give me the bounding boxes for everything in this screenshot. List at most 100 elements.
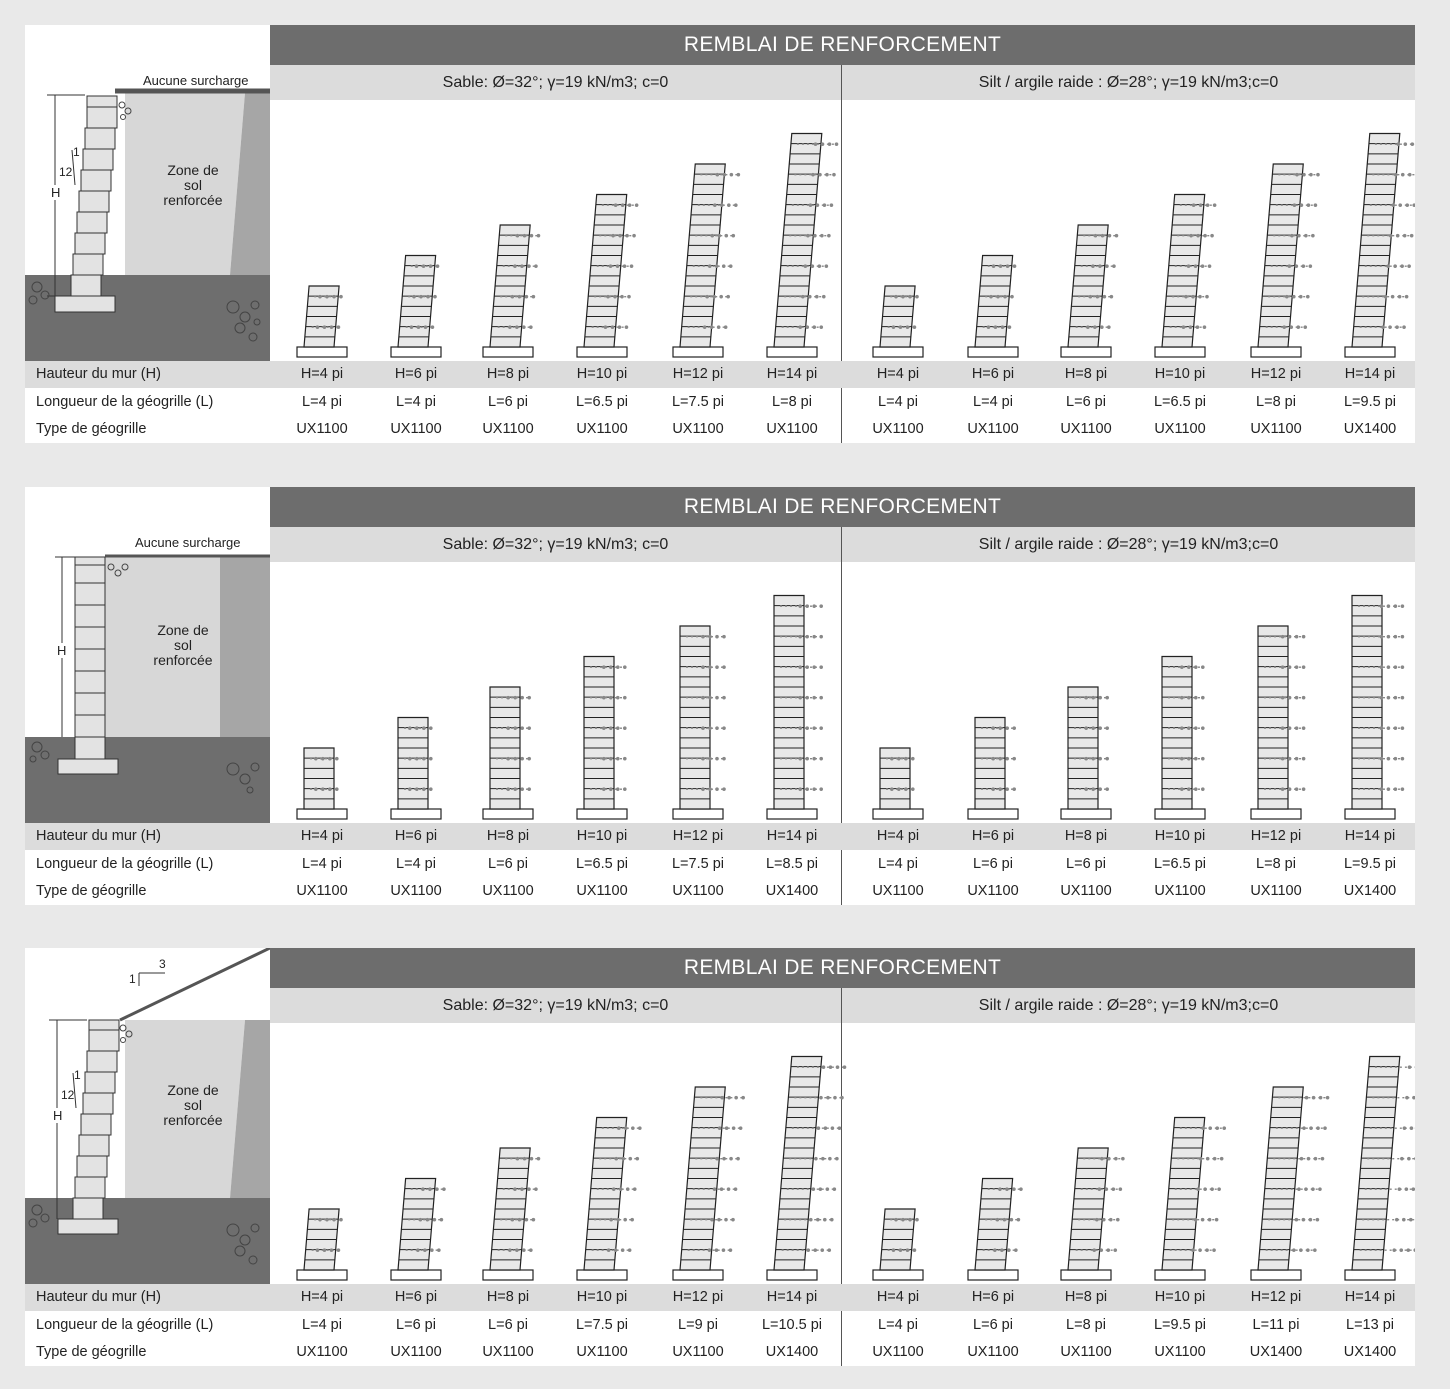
wall-elevation xyxy=(576,1116,642,1281)
table-cell: H=12 pi xyxy=(1250,828,1302,844)
wall-elevation xyxy=(1250,625,1306,820)
wall-elevation xyxy=(482,1147,541,1281)
table-cell: H=8 pi xyxy=(1064,1289,1108,1305)
table-cell: UX1100 xyxy=(576,883,628,899)
table-cell: H=8 pi xyxy=(486,366,530,382)
table-cell: H=8 pi xyxy=(1064,366,1108,382)
wall-elevation xyxy=(482,686,534,820)
table-cell: UX1100 xyxy=(1250,883,1302,899)
table-cell: H=10 pi xyxy=(1154,366,1206,382)
wall-elevation xyxy=(672,1086,745,1281)
batter-run-label: 1 xyxy=(73,145,80,159)
table-cell: UX1100 xyxy=(872,1344,924,1360)
table-cell: UX1100 xyxy=(872,421,924,437)
table-cell: L=9.5 pi xyxy=(1343,394,1396,410)
table-cell: L=6.5 pi xyxy=(1153,856,1206,872)
table-cell: H=6 pi xyxy=(971,828,1015,844)
table-cell: L=9 pi xyxy=(678,1317,718,1333)
table-cell: L=4 pi xyxy=(396,856,436,872)
sand-backfill-header: Sable: Ø=32°; γ=19 kN/m3; c=0 xyxy=(270,988,841,1023)
wall-elevation xyxy=(766,594,823,820)
wall-elevation xyxy=(1060,686,1112,820)
table-cell: UX1400 xyxy=(765,1344,819,1360)
table-cell: L=6 pi xyxy=(1066,856,1106,872)
batter-run-label: 1 xyxy=(74,1068,81,1082)
table-cell: UX1100 xyxy=(1060,421,1112,437)
table-cell: L=4 pi xyxy=(878,394,918,410)
table-cell: L=8 pi xyxy=(772,394,812,410)
table-cell: L=4 pi xyxy=(302,1317,342,1333)
table-cell: UX1100 xyxy=(390,1344,442,1360)
table-cell: L=4 pi xyxy=(396,394,436,410)
table-cell: L=8.5 pi xyxy=(765,856,818,872)
table-cell: H=12 pi xyxy=(1250,366,1302,382)
table-cell: UX1100 xyxy=(1154,883,1206,899)
table-cell: UX1100 xyxy=(296,1344,348,1360)
table-cell: H=14 pi xyxy=(766,1289,818,1305)
table-cell: UX1100 xyxy=(1154,421,1206,437)
wall-height-row: Hauteur du mur (H) H=4 pi H=6 pi H=8 pi H=10… xyxy=(25,823,1415,850)
table-cell: L=4 pi xyxy=(302,856,342,872)
wall-section-illustration: 3 1 1 12 H Zone de sol renforcée xyxy=(25,948,270,1284)
sand-backfill-header: Sable: Ø=32°; γ=19 kN/m3; c=0 xyxy=(270,527,841,562)
table-cell: UX1400 xyxy=(1343,1344,1397,1360)
wall-elevation xyxy=(872,747,924,820)
surcharge-label: Aucune surcharge xyxy=(135,535,241,550)
table-cell: H=8 pi xyxy=(486,1289,530,1305)
table-cell: UX1400 xyxy=(765,883,819,899)
table-cell: UX1100 xyxy=(672,883,724,899)
table-cell: L=4 pi xyxy=(878,1317,918,1333)
wall-elevation xyxy=(1060,1147,1125,1281)
table-title: REMBLAI DE RENFORCEMENT xyxy=(270,948,1415,988)
table-cell: UX1100 xyxy=(296,421,348,437)
silt-clay-backfill-header: Silt / argile raide : Ø=28°; γ=19 kN/m3;… xyxy=(842,988,1415,1023)
wall-elevation xyxy=(1154,655,1206,820)
table-cell: UX1400 xyxy=(1249,1344,1303,1360)
table-cell: H=6 pi xyxy=(971,366,1015,382)
table-cell: UX1100 xyxy=(872,883,924,899)
wall-elevation xyxy=(766,132,839,358)
table-cell: L=6 pi xyxy=(1066,394,1106,410)
table-cell: L=8 pi xyxy=(1256,394,1296,410)
table-cell: H=6 pi xyxy=(394,828,438,844)
table-cell: H=6 pi xyxy=(971,1289,1015,1305)
design-panel-battered-no-surcharge: Aucune surcharge 1 12 H Zone de sol renfor… xyxy=(25,25,1415,443)
table-cell: L=6.5 pi xyxy=(575,394,628,410)
wall-elevation xyxy=(1250,1086,1330,1281)
table-cell: H=12 pi xyxy=(1250,1289,1302,1305)
table-cell: H=14 pi xyxy=(766,828,818,844)
wall-height-label: H xyxy=(57,643,67,658)
table-cell: UX1100 xyxy=(482,883,534,899)
table-cell: UX1100 xyxy=(482,1344,534,1360)
table-title: REMBLAI DE RENFORCEMENT xyxy=(270,487,1415,527)
table-cell: L=6.5 pi xyxy=(1153,394,1206,410)
wall-elevation xyxy=(672,625,726,820)
table-cell: L=6 pi xyxy=(488,1317,528,1333)
table-cell: L=6 pi xyxy=(488,394,528,410)
table-cell: L=6 pi xyxy=(488,856,528,872)
table-cell: L=10.5 pi xyxy=(761,1317,823,1333)
table-cell: H=14 pi xyxy=(766,366,818,382)
table-cell: UX1100 xyxy=(576,421,628,437)
wall-elevation xyxy=(390,716,442,820)
table-cell: L=8 pi xyxy=(1256,856,1296,872)
table-cell: UX1100 xyxy=(672,1344,724,1360)
wall-height-row: Hauteur du mur (H) H=4 pi H=6 pi H=8 pi H=10… xyxy=(25,361,1415,388)
table-cell: L=6 pi xyxy=(973,1317,1013,1333)
table-cell: UX1400 xyxy=(1343,883,1397,899)
table-cell: H=6 pi xyxy=(394,1289,438,1305)
slope-run-label: 3 xyxy=(159,957,166,971)
wall-configurations xyxy=(296,1055,1415,1281)
wall-elevation xyxy=(296,285,348,358)
wall-height-row: Hauteur du mur (H) H=4 pi H=6 pi H=8 pi H=10… xyxy=(25,1284,1415,1311)
table-cell: UX1100 xyxy=(967,421,1019,437)
sand-backfill-header: Sable: Ø=32°; γ=19 kN/m3; c=0 xyxy=(270,65,841,100)
table-cell: UX1100 xyxy=(967,883,1019,899)
table-cell: L=6 pi xyxy=(973,856,1013,872)
wall-elevation xyxy=(296,747,348,820)
table-cell: H=12 pi xyxy=(672,1289,724,1305)
table-cell: UX1100 xyxy=(1060,1344,1112,1360)
table-cell: L=4 pi xyxy=(973,394,1013,410)
table-cell: L=7.5 pi xyxy=(671,394,724,410)
table-cell: UX1100 xyxy=(1060,883,1112,899)
